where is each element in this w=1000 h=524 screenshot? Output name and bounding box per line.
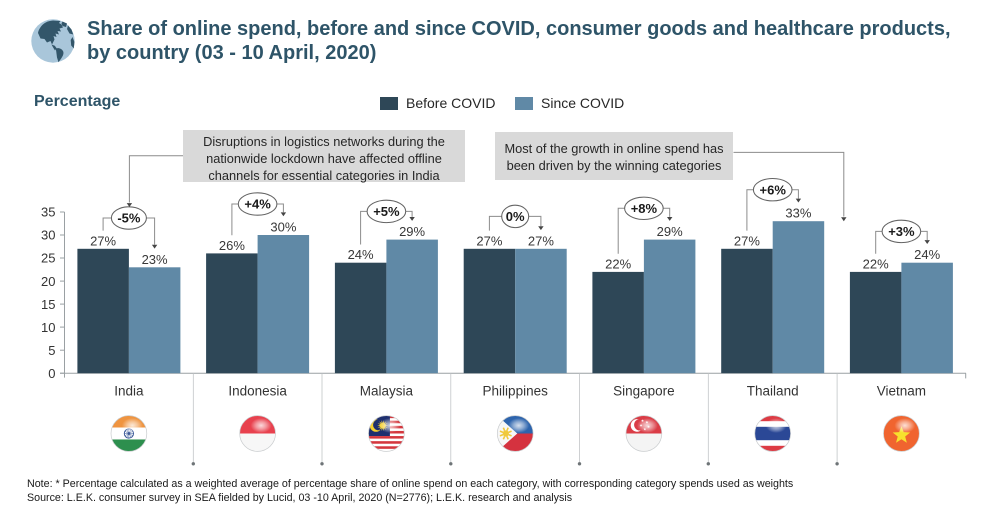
svg-text:Philippines: Philippines [483, 384, 549, 399]
svg-text:Thailand: Thailand [747, 384, 799, 399]
svg-text:27%: 27% [90, 233, 116, 248]
svg-text:33%: 33% [785, 206, 811, 221]
svg-text:India: India [114, 384, 144, 399]
svg-text:29%: 29% [657, 224, 683, 239]
svg-text:+6%: +6% [760, 182, 787, 197]
svg-text:10: 10 [41, 320, 55, 335]
svg-text:30%: 30% [270, 220, 296, 235]
svg-text:25: 25 [41, 251, 55, 266]
svg-text:+5%: +5% [373, 204, 400, 219]
svg-text:Vietnam: Vietnam [877, 384, 926, 399]
svg-text:Singapore: Singapore [613, 384, 675, 399]
svg-text:5: 5 [48, 343, 55, 358]
svg-text:0%: 0% [506, 209, 525, 224]
svg-text:Indonesia: Indonesia [228, 384, 287, 399]
svg-text:+4%: +4% [244, 197, 271, 212]
svg-text:24%: 24% [914, 247, 940, 262]
svg-text:-5%: -5% [117, 211, 141, 226]
svg-text:30: 30 [41, 228, 55, 243]
svg-text:0: 0 [48, 366, 55, 381]
svg-text:15: 15 [41, 297, 55, 312]
svg-text:Malaysia: Malaysia [360, 384, 414, 399]
svg-text:24%: 24% [348, 247, 374, 262]
svg-text:23%: 23% [142, 252, 168, 267]
svg-text:27%: 27% [528, 233, 554, 248]
svg-text:29%: 29% [399, 224, 425, 239]
svg-text:35: 35 [41, 205, 55, 220]
svg-text:20: 20 [41, 274, 55, 289]
svg-text:26%: 26% [219, 238, 245, 253]
svg-text:+8%: +8% [631, 201, 658, 216]
svg-text:22%: 22% [863, 256, 889, 271]
svg-text:27%: 27% [476, 233, 502, 248]
svg-text:27%: 27% [734, 233, 760, 248]
svg-text:+3%: +3% [888, 224, 915, 239]
svg-text:22%: 22% [605, 256, 631, 271]
